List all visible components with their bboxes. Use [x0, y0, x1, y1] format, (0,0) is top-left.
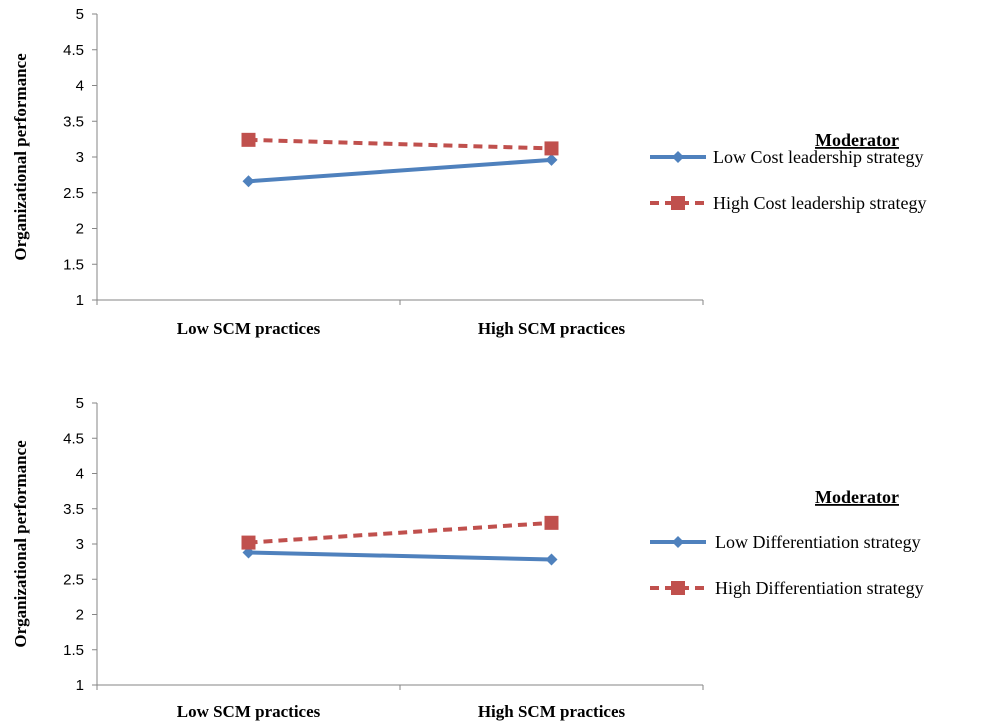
data-point [241, 132, 256, 147]
legend-label: High Cost leadership strategy [713, 193, 926, 213]
y-tick-label: 3.5 [63, 501, 84, 518]
y-tick-label: 4 [76, 466, 84, 483]
y-tick-label: 4 [76, 78, 84, 95]
legend-swatch-marker [671, 581, 685, 595]
legend-swatch-marker [671, 196, 685, 210]
series-2 [241, 515, 559, 550]
data-point [241, 535, 256, 550]
legend-label: Low Differentiation strategy [715, 532, 921, 552]
legend-label: High Differentiation strategy [715, 578, 924, 598]
legend-swatch-marker [672, 151, 684, 163]
y-tick-label: 4.5 [63, 430, 84, 447]
y-tick-label: 2 [76, 607, 84, 624]
y-tick-label: 1.5 [63, 642, 84, 659]
data-point [544, 515, 559, 530]
series-line [248, 137, 552, 151]
legend-title: Moderator [815, 487, 899, 507]
series-2 [241, 132, 559, 156]
y-tick-label: 1 [76, 292, 84, 309]
data-point [545, 153, 558, 166]
x-category-label: Low SCM practices [177, 319, 321, 338]
y-tick-label: 2.5 [63, 571, 84, 588]
y-tick-label: 3 [76, 536, 84, 553]
y-tick-label: 2.5 [63, 185, 84, 202]
y-axis-title: Organizational performance [11, 53, 30, 261]
series-1 [242, 153, 558, 188]
data-point [545, 553, 558, 566]
data-point [544, 141, 559, 156]
series-1 [242, 546, 558, 566]
data-point [242, 175, 255, 188]
x-category-label: High SCM practices [478, 702, 626, 721]
legend-label: Low Cost leadership strategy [713, 147, 923, 167]
y-tick-label: 1.5 [63, 256, 84, 273]
x-category-label: High SCM practices [478, 319, 626, 338]
legend-swatch-marker [672, 536, 684, 548]
y-tick-label: 3.5 [63, 113, 84, 130]
legend-title: Moderator [815, 130, 899, 150]
y-axis-title: Organizational performance [11, 440, 30, 648]
y-tick-label: 5 [76, 6, 84, 23]
series-line [248, 550, 552, 562]
y-tick-label: 3 [76, 149, 84, 166]
y-tick-label: 5 [76, 395, 84, 412]
y-tick-label: 4.5 [63, 42, 84, 59]
y-tick-label: 2 [76, 221, 84, 238]
x-category-label: Low SCM practices [177, 702, 321, 721]
series-line [248, 520, 552, 545]
series-line [248, 157, 552, 184]
legend: Moderator Low Differentiation strategy Hig… [650, 487, 924, 598]
y-tick-label: 1 [76, 677, 84, 694]
chart-panel-2: 1 1.5 2 2.5 3 3.5 4 4.5 5 Low SCM practices High S… [11, 395, 924, 721]
chart-panel-1: 1 1.5 2 2.5 3 3.5 4 4.5 5 Low SCM practices High S… [11, 6, 926, 338]
